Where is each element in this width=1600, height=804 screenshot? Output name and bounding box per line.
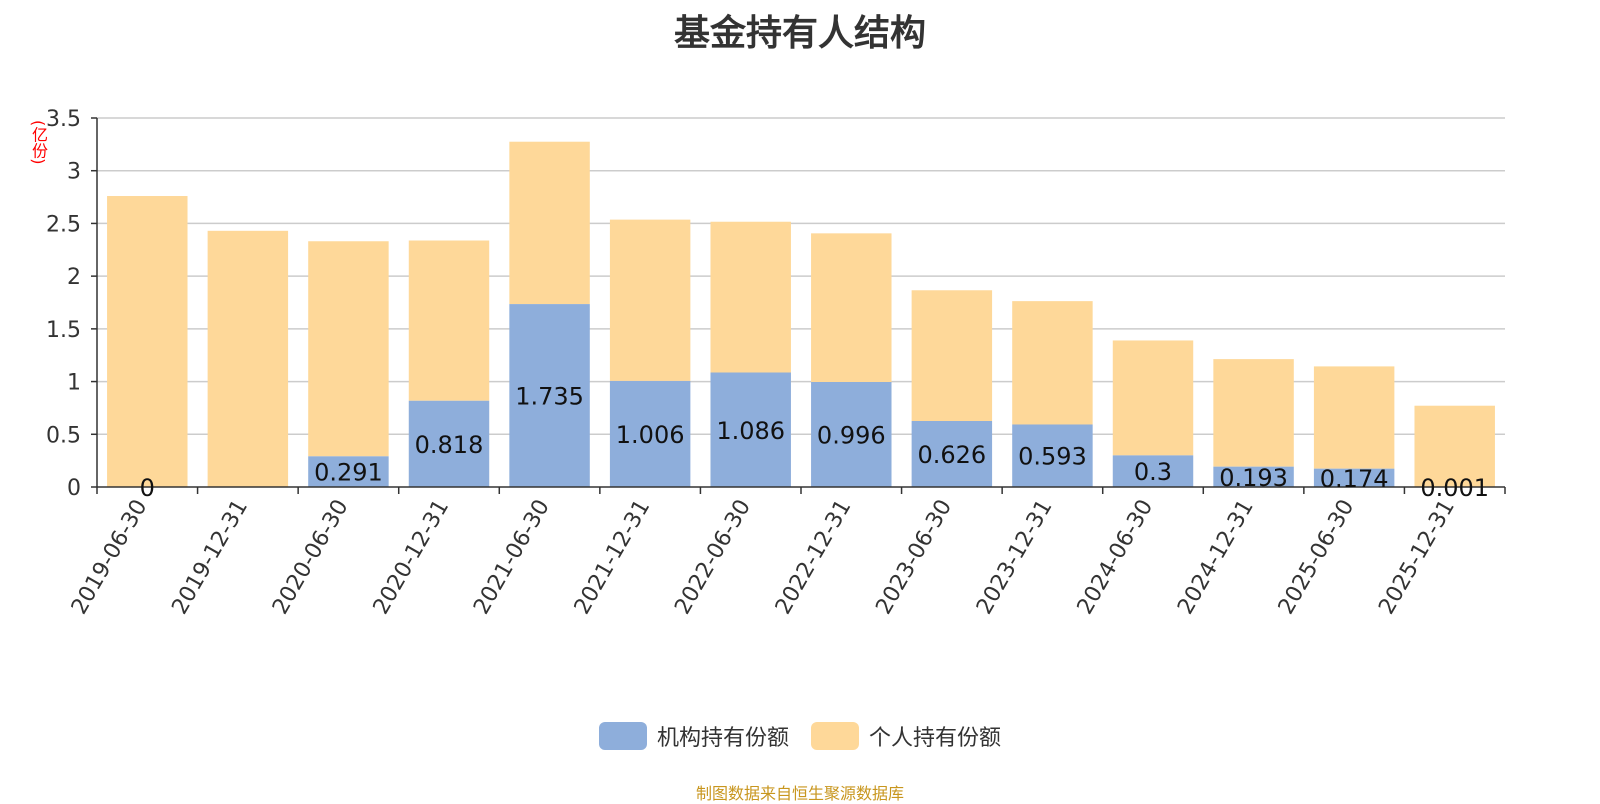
- x-tick-label: 2022-12-31: [771, 496, 857, 619]
- data-label: 0.291: [314, 459, 383, 487]
- data-label: 0: [140, 474, 155, 502]
- data-label: 1.006: [616, 421, 685, 449]
- y-tick-label: 2.5: [46, 212, 81, 237]
- x-tick-label: 2020-12-31: [369, 496, 455, 619]
- bar-individual: [1012, 301, 1092, 424]
- legend-item-institutional[interactable]: 机构持有份额: [599, 720, 789, 752]
- data-label: 0.593: [1018, 443, 1087, 471]
- legend-swatch-institutional: [599, 722, 647, 750]
- x-tick-label: 2019-12-31: [167, 496, 253, 619]
- data-label: 0.996: [817, 421, 886, 449]
- data-label: 0.626: [917, 441, 986, 469]
- y-tick-label: 0.5: [46, 423, 81, 448]
- y-tick-label: 0: [67, 476, 81, 501]
- data-label: 1.086: [716, 417, 785, 445]
- x-tick-label: 2022-06-30: [670, 496, 756, 619]
- y-tick-label: 2: [67, 265, 81, 290]
- legend-label-institutional: 机构持有份额: [657, 720, 789, 752]
- bar-individual: [1314, 366, 1394, 468]
- y-tick-label: 1: [67, 371, 81, 396]
- x-tick-label: 2025-06-30: [1274, 496, 1360, 619]
- legend-label-individual: 个人持有份额: [869, 720, 1001, 752]
- bar-individual: [308, 241, 388, 456]
- legend: 机构持有份额 个人持有份额: [0, 720, 1600, 752]
- data-label: 1.735: [515, 383, 584, 411]
- data-label: 0.818: [415, 431, 484, 459]
- x-tick-label: 2019-06-30: [67, 496, 153, 619]
- y-tick-label: 1.5: [46, 318, 81, 343]
- bar-individual: [1113, 340, 1193, 455]
- bar-individual: [1213, 359, 1293, 467]
- bar-individual: [107, 196, 187, 487]
- x-tick-label: 2021-06-30: [469, 496, 555, 619]
- data-label: 0.174: [1320, 465, 1389, 493]
- bar-individual: [811, 233, 891, 382]
- x-tick-label: 2023-12-31: [972, 496, 1058, 619]
- bar-individual: [610, 220, 690, 381]
- x-tick-label: 2020-06-30: [268, 496, 354, 619]
- x-tick-label: 2023-06-30: [871, 496, 957, 619]
- y-tick-label: 3: [67, 160, 81, 185]
- x-tick-label: 2024-06-30: [1073, 496, 1159, 619]
- bar-individual: [208, 231, 288, 487]
- x-tick-label: 2021-12-31: [570, 496, 656, 619]
- data-label: 0.001: [1420, 474, 1489, 502]
- y-tick-label: 3.5: [46, 107, 81, 132]
- bar-individual: [912, 290, 992, 421]
- data-label: 0.3: [1134, 458, 1172, 486]
- bar-individual: [409, 241, 489, 401]
- bar-individual: [710, 222, 790, 373]
- legend-swatch-individual: [811, 722, 859, 750]
- x-tick-label: 2024-12-31: [1173, 496, 1259, 619]
- x-tick-label: 2025-12-31: [1374, 496, 1460, 619]
- bar-individual: [509, 142, 589, 304]
- legend-item-individual[interactable]: 个人持有份额: [811, 720, 1001, 752]
- source-note: 制图数据来自恒生聚源数据库: [0, 780, 1600, 804]
- data-label: 0.193: [1219, 464, 1288, 492]
